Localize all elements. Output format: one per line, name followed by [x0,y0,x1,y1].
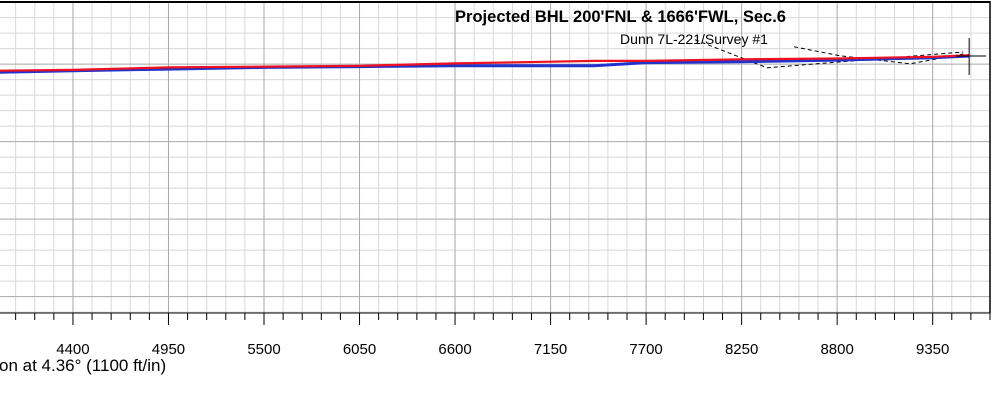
annotations: Projected BHL 200'FNL & 1666'FWL, Sec.6 D… [455,8,786,47]
plot-frame [0,1,991,314]
annotation-leaders [694,39,964,69]
x-tick-label: 8250 [725,341,758,358]
leader-survey [793,46,964,65]
series-line-survey [0,54,970,74]
x-tick-label: 7150 [534,341,567,358]
annotation-bhl: Projected BHL 200'FNL & 1666'FWL, Sec.6 [455,8,786,26]
annotation-survey: Dunn 7L-221/Survey #1 [620,31,768,47]
x-tick-label: 7700 [629,341,662,358]
x-axis-ticks [15,313,991,325]
x-tick-label: 4400 [56,341,89,358]
target-marker [956,38,987,76]
series-lines [0,54,970,74]
series-line-plan [0,54,970,72]
x-tick-label: 9350 [916,341,949,358]
x-tick-label: 6050 [343,341,376,358]
x-tick-label: 4950 [152,341,185,358]
x-axis-tick-labels: 4400 4950 5500 6050 6600 7150 7700 8250 8800 9350 [56,341,949,358]
leader-bhl [694,39,964,69]
x-tick-label: 5500 [247,341,280,358]
x-tick-label: 8800 [820,341,853,358]
chart-caption: on at 4.36° (1100 ft/in) [0,356,167,375]
minor-grid [0,3,991,313]
major-grid [0,3,990,313]
x-tick-label: 6600 [438,341,471,358]
